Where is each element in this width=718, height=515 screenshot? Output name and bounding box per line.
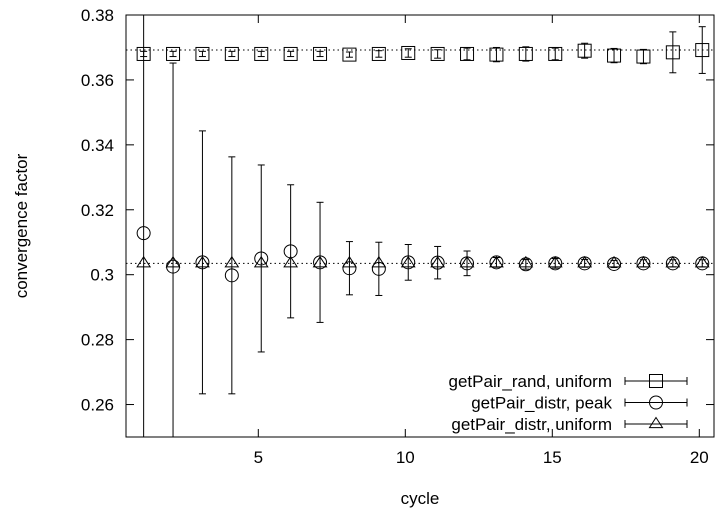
data-point-triangle xyxy=(577,255,593,268)
data-point-square xyxy=(430,46,445,61)
data-point-triangle xyxy=(136,255,152,268)
data-point-triangle xyxy=(694,255,710,268)
data-point-circle xyxy=(195,255,210,270)
data-point-square xyxy=(548,46,563,61)
y-tick-label: 0.34 xyxy=(81,136,114,155)
x-tick-label: 20 xyxy=(690,448,709,467)
data-point-circle xyxy=(342,261,357,276)
data-point-square xyxy=(166,46,181,61)
data-point-square xyxy=(636,49,651,64)
data-point-triangle xyxy=(430,255,446,268)
data-point-circle xyxy=(224,268,239,283)
legend-label: getPair_distr, peak xyxy=(471,394,612,413)
series-circle xyxy=(136,15,710,437)
data-point-circle xyxy=(283,244,298,259)
data-point-square xyxy=(195,46,210,61)
data-point-triangle xyxy=(165,255,181,268)
data-point-square xyxy=(607,48,622,63)
data-point-circle xyxy=(136,226,151,241)
data-point-triangle xyxy=(283,255,299,268)
plot-frame xyxy=(125,14,715,438)
series-layer xyxy=(136,15,710,437)
data-point-triangle xyxy=(371,255,387,268)
data-point-square xyxy=(577,43,592,58)
y-tick-label: 0.36 xyxy=(81,71,114,90)
y-axis-label: convergence factor xyxy=(12,153,31,298)
legend-marker-circle xyxy=(649,395,663,410)
legend: getPair_rand, uniform getPair_distr, peak… xyxy=(449,372,688,434)
data-point-triangle xyxy=(342,255,357,268)
data-point-triangle xyxy=(606,255,622,268)
legend-marker-triangle xyxy=(648,416,664,429)
data-point-circle xyxy=(518,257,533,272)
y-tick-label: 0.38 xyxy=(81,6,114,25)
data-point-square xyxy=(695,43,710,58)
data-point-circle xyxy=(401,255,416,270)
data-point-square xyxy=(254,46,269,61)
data-point-square xyxy=(283,46,298,61)
data-point-triangle xyxy=(224,255,240,268)
x-axis-label: cycle xyxy=(401,489,440,508)
data-point-triangle xyxy=(400,255,416,268)
data-point-square xyxy=(518,46,533,61)
series-triangle xyxy=(136,255,710,268)
data-point-circle xyxy=(489,255,504,270)
legend-label: getPair_distr, uniform xyxy=(451,415,612,434)
legend-label: getPair_rand, uniform xyxy=(449,372,612,391)
x-tick-label: 5 xyxy=(254,448,263,467)
data-point-square xyxy=(401,45,416,60)
legend-marker-square xyxy=(649,374,663,388)
data-point-circle xyxy=(254,251,269,266)
data-point-square xyxy=(342,47,357,62)
reference-lines xyxy=(126,49,714,264)
y-tick-label: 0.26 xyxy=(81,396,114,415)
data-point-triangle xyxy=(253,255,269,268)
data-point-square xyxy=(460,46,475,61)
data-point-square xyxy=(371,46,386,61)
data-point-triangle xyxy=(195,255,210,268)
data-point-triangle xyxy=(665,255,681,268)
y-tick-label: 0.32 xyxy=(81,201,114,220)
data-point-square xyxy=(665,45,680,60)
data-point-triangle xyxy=(489,255,504,268)
data-point-square xyxy=(224,46,239,61)
y-tick-label: 0.3 xyxy=(90,266,114,285)
data-point-triangle xyxy=(312,255,328,268)
data-point-triangle xyxy=(459,255,475,268)
y-tick-label: 0.28 xyxy=(81,331,114,350)
series-square xyxy=(136,26,710,74)
x-tick-label: 15 xyxy=(543,448,562,467)
data-point-triangle xyxy=(518,255,534,268)
x-tick-label: 10 xyxy=(396,448,415,467)
axis-ticks: 0.26 0.28 0.3 0.32 0.34 0.36 0.38 5 10 15 20 xyxy=(81,6,714,467)
data-point-square xyxy=(489,47,504,62)
data-point-triangle xyxy=(636,255,651,268)
data-point-triangle xyxy=(547,255,563,268)
data-point-square xyxy=(313,46,328,61)
data-point-circle xyxy=(313,255,328,270)
data-point-circle xyxy=(371,261,386,276)
